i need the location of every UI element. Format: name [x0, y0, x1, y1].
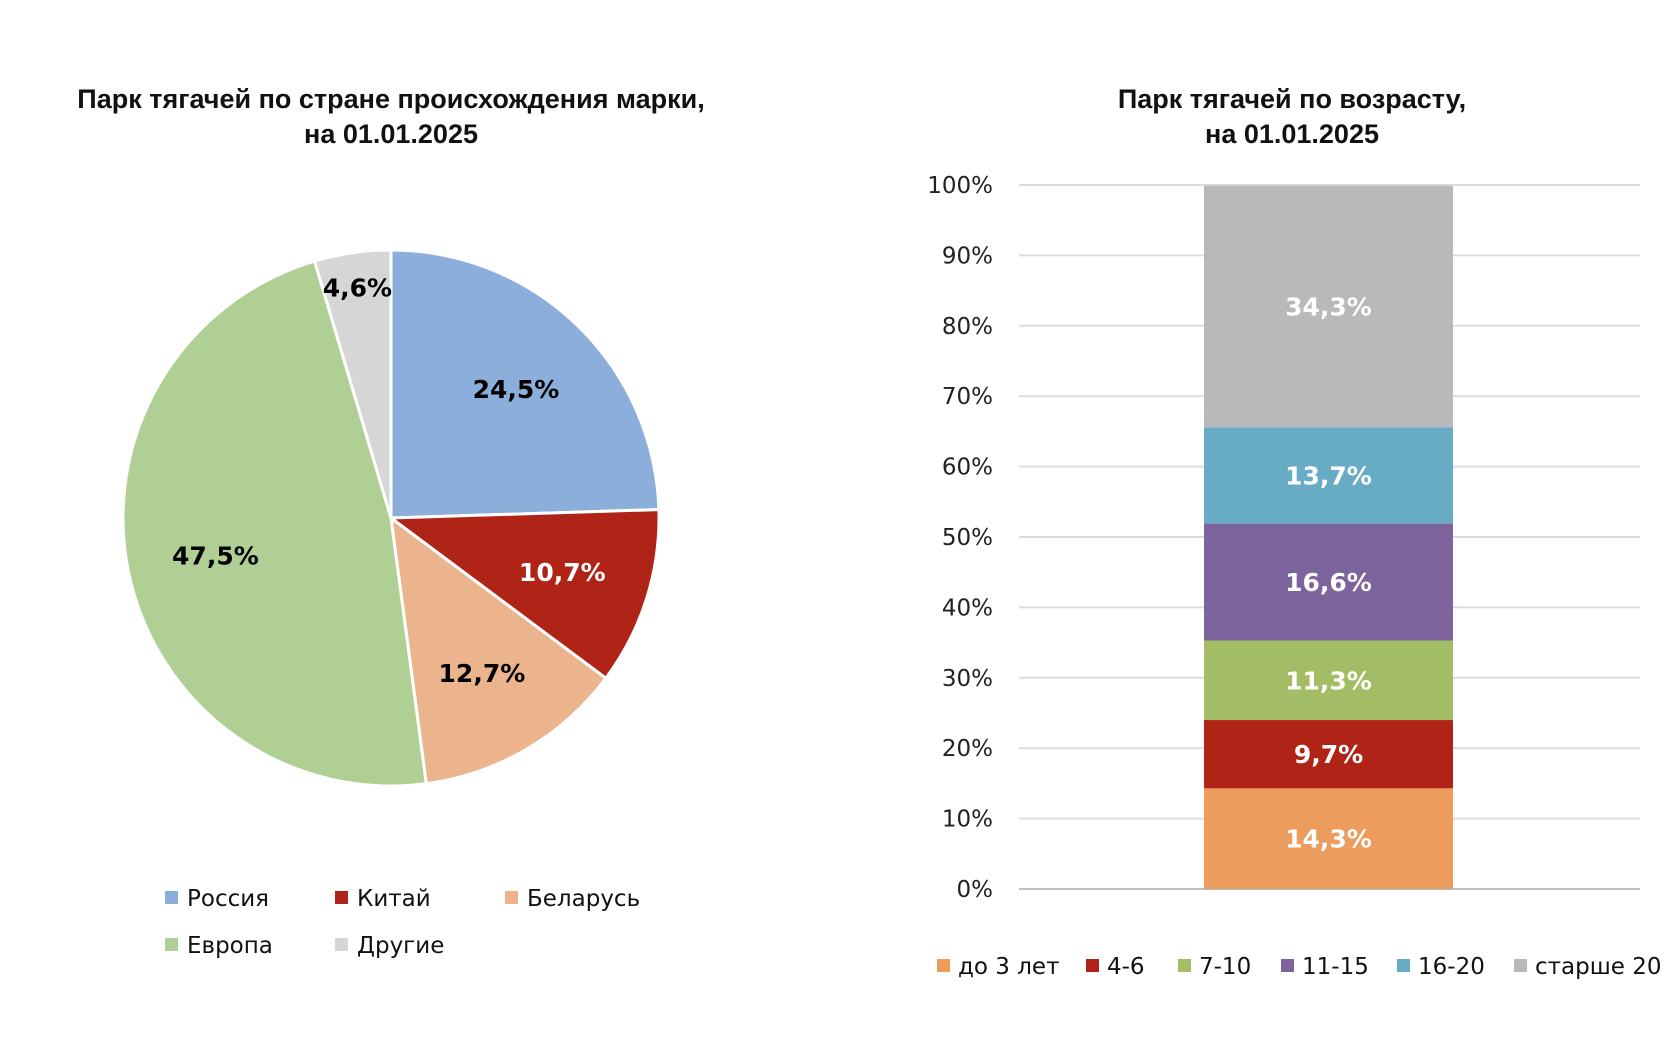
bar-chart-title: Парк тягачей по возрасту,	[1118, 84, 1466, 114]
bar-legend-swatch-4-6	[1086, 959, 1099, 972]
pie-slice-label-европа: 47,5%	[172, 542, 259, 571]
bar-y-tick-label: 100%	[927, 173, 993, 199]
bar-legend-swatch-до-3-лет	[937, 959, 950, 972]
bar-legend-item-16-20: 16-20	[1397, 954, 1485, 980]
pie-chart-title: Парк тягачей по стране происхождения мар…	[77, 84, 704, 114]
bar-legend-item-7-10: 7-10	[1178, 954, 1251, 980]
bar-legend-swatch-16-20	[1397, 959, 1410, 972]
pie-slice-европа	[121, 259, 428, 788]
bar-legend-item-11-15: 11-15	[1281, 954, 1369, 980]
pie-legend-label-европа: Европа	[187, 933, 273, 959]
bar-y-tick-label: 80%	[942, 314, 993, 340]
bar-y-tick-label: 30%	[942, 666, 993, 692]
pie-legend-swatch-россия	[165, 891, 178, 904]
pie-legend-item-китай: Китай	[335, 886, 431, 912]
pie-legend-item-другие: Другие	[335, 933, 444, 959]
bar-segment-11-15	[1204, 523, 1453, 641]
bar-legend-label-4-6: 4-6	[1107, 954, 1145, 980]
pie-slice-label-китай: 10,7%	[519, 558, 606, 587]
pie-slice-китай	[389, 508, 661, 680]
bar-segment-4-6	[1204, 720, 1453, 789]
bar-segment-label-11-15: 16,6%	[1285, 568, 1372, 597]
bar-y-tick-label: 0%	[957, 877, 994, 903]
pie-legend-swatch-беларусь	[505, 891, 518, 904]
bar-legend-label-16-20: 16-20	[1418, 954, 1485, 980]
pie-legend-item-европа: Европа	[165, 933, 273, 959]
bar-segment-старше-20	[1204, 185, 1453, 428]
bar-y-tick-label: 70%	[942, 384, 993, 410]
bar-chart: 14,3% 9,7% 11,3% 16,6% 13,7% 34,3%	[1204, 185, 1453, 889]
pie-slice-label-другие: 4,6%	[323, 273, 392, 302]
bar-legend-label-11-15: 11-15	[1302, 954, 1369, 980]
bar-y-tick-label: 90%	[942, 243, 993, 269]
pie-legend-swatch-китай	[335, 891, 348, 904]
pie-chart-subtitle: на 01.01.2025	[304, 119, 478, 149]
pie-legend-swatch-другие	[335, 938, 348, 951]
pie-legend-label-россия: Россия	[187, 886, 269, 912]
bar-legend-label-7-10: 7-10	[1199, 954, 1251, 980]
bar-segment-label-16-20: 13,7%	[1285, 461, 1372, 490]
bar-chart-legend: до 3 лет 4-6 7-10 11-15 16-20 старше 20	[937, 954, 1662, 980]
pie-legend-item-беларусь: Беларусь	[505, 886, 640, 912]
bar-legend-label-старше-20: старше 20	[1535, 954, 1662, 980]
pie-slice-label-беларусь: 12,7%	[439, 659, 526, 688]
bar-legend-swatch-11-15	[1281, 959, 1294, 972]
pie-legend-label-китай: Китай	[357, 886, 431, 912]
bar-segment-label-до-3-лет: 14,3%	[1285, 825, 1372, 854]
bar-legend-label-до-3-лет: до 3 лет	[958, 954, 1059, 980]
bar-segment-label-старше-20: 34,3%	[1285, 292, 1372, 321]
bar-y-tick-label: 50%	[942, 525, 993, 551]
bar-segment-label-7-10: 11,3%	[1285, 666, 1372, 695]
pie-chart-legend: Россия Китай Беларусь Европа Другие	[165, 886, 640, 959]
bar-legend-swatch-7-10	[1178, 959, 1191, 972]
pie-slice-другие	[313, 248, 393, 520]
pie-slice-россия	[389, 248, 661, 520]
bar-segment-до-3-лет	[1204, 788, 1453, 889]
pie-legend-item-россия: Россия	[165, 886, 269, 912]
bar-legend-swatch-старше-20	[1514, 959, 1527, 972]
bar-segment-16-20	[1204, 427, 1453, 524]
pie-legend-swatch-европа	[165, 938, 178, 951]
bar-segment-7-10	[1204, 640, 1453, 721]
pie-legend-label-другие: Другие	[357, 933, 444, 959]
bar-legend-item-4-6: 4-6	[1086, 954, 1145, 980]
bar-chart-subtitle: на 01.01.2025	[1205, 119, 1379, 149]
bar-y-tick-label: 10%	[942, 807, 993, 833]
bar-y-tick-label: 40%	[942, 595, 993, 621]
pie-legend-label-беларусь: Беларусь	[527, 886, 640, 912]
bar-legend-item-до-3-лет: до 3 лет	[937, 954, 1059, 980]
pie-slice-label-россия: 24,5%	[473, 375, 560, 404]
pie-chart: 24,5% 10,7% 12,7% 47,5% 4,6%	[121, 248, 661, 788]
bar-y-tick-label: 60%	[942, 455, 993, 481]
bar-segment-label-4-6: 9,7%	[1294, 740, 1363, 769]
bar-legend-item-старше-20: старше 20	[1514, 954, 1662, 980]
bar-y-tick-label: 20%	[942, 736, 993, 762]
pie-slice-беларусь	[389, 516, 608, 786]
